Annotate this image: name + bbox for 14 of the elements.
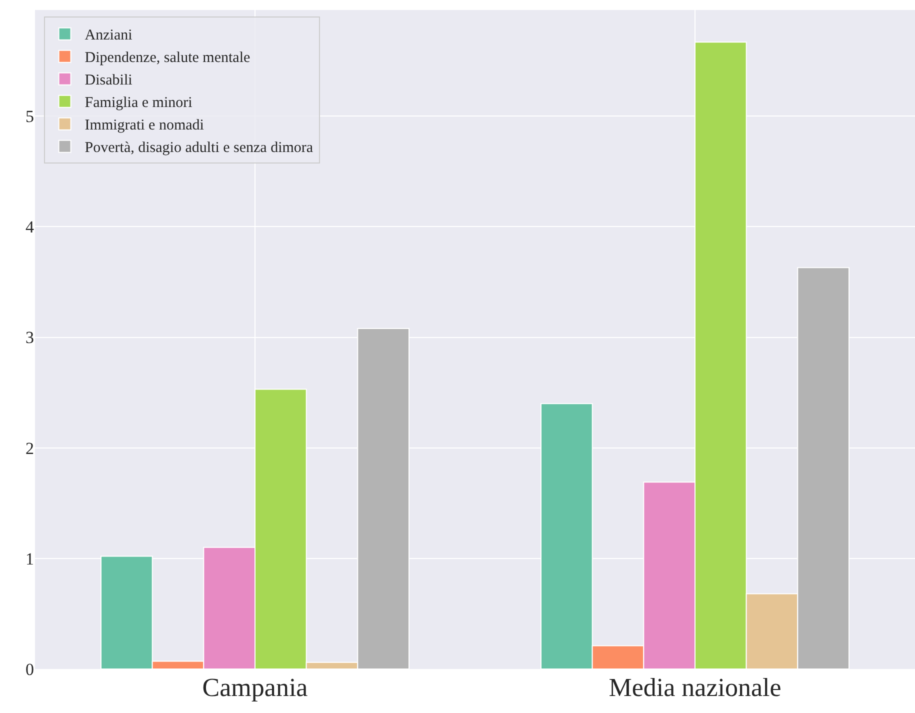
x-tick-label: Media nazionale	[608, 673, 782, 702]
x-tick-label: Campania	[202, 673, 308, 702]
legend-label: Disabili	[84, 72, 132, 89]
y-tick-label: 2	[26, 438, 34, 458]
legend-label: Povertà, disagio adulti e senza dimora	[84, 140, 314, 156]
y-tick-label: 0	[26, 660, 34, 679]
y-tick-label: 5	[26, 107, 34, 126]
legend-label: Dipendenze, salute mentale	[84, 50, 250, 66]
y-tick-label: 1	[26, 549, 34, 568]
legend-label: Immigrati e nomadi	[84, 118, 204, 134]
legend-label: Famiglia e minori	[84, 95, 192, 112]
legend-label: Anziani	[84, 28, 132, 44]
y-tick-label: 4	[26, 218, 34, 237]
y-tick-label: 3	[26, 328, 34, 348]
